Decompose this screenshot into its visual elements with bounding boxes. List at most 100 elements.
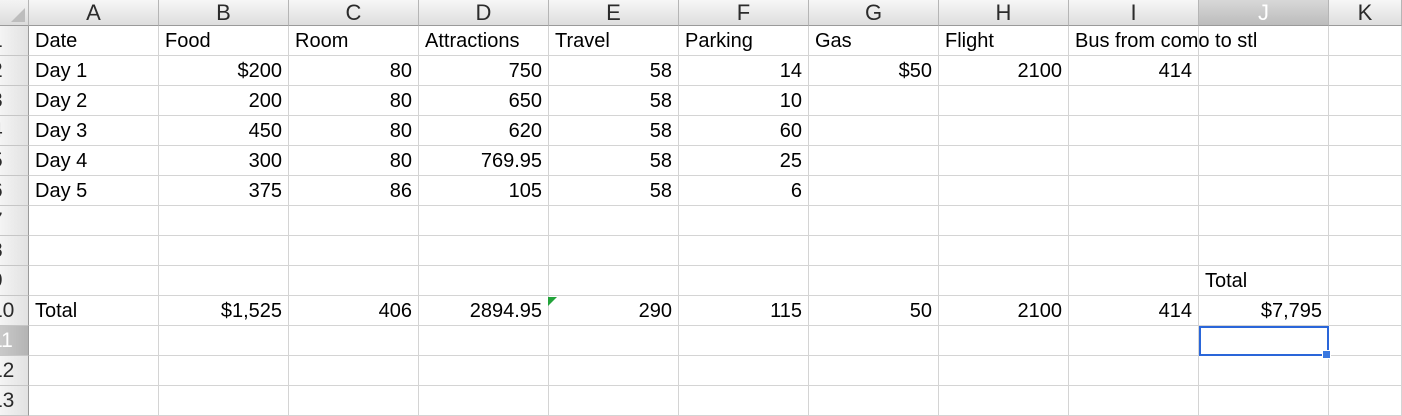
column-header-f[interactable]: F <box>679 0 809 26</box>
cell-c6[interactable]: 86 <box>289 176 419 206</box>
cell-a12[interactable] <box>29 356 159 386</box>
cell-i9[interactable] <box>1069 266 1199 296</box>
cell-c2[interactable]: 80 <box>289 56 419 86</box>
cell-f13[interactable] <box>679 386 809 416</box>
cell-d6[interactable]: 105 <box>419 176 549 206</box>
cell-e4[interactable]: 58 <box>549 116 679 146</box>
cell-g13[interactable] <box>809 386 939 416</box>
cell-h10[interactable]: 2100 <box>939 296 1069 326</box>
cell-c8[interactable] <box>289 236 419 266</box>
cell-e13[interactable] <box>549 386 679 416</box>
cell-j9[interactable]: Total <box>1199 266 1329 296</box>
cell-g10[interactable]: 50 <box>809 296 939 326</box>
cell-h12[interactable] <box>939 356 1069 386</box>
cell-k9[interactable] <box>1329 266 1402 296</box>
cell-h2[interactable]: 2100 <box>939 56 1069 86</box>
cell-h7[interactable] <box>939 206 1069 236</box>
cell-d7[interactable] <box>419 206 549 236</box>
cell-k3[interactable] <box>1329 86 1402 116</box>
column-header-c[interactable]: C <box>289 0 419 26</box>
row-header-10[interactable]: 10 <box>0 296 29 326</box>
cell-c10[interactable]: 406 <box>289 296 419 326</box>
cell-j5[interactable] <box>1199 146 1329 176</box>
cell-e12[interactable] <box>549 356 679 386</box>
cell-j12[interactable] <box>1199 356 1329 386</box>
row-header-8[interactable]: 8 <box>0 236 29 266</box>
cell-j7[interactable] <box>1199 206 1329 236</box>
cell-f11[interactable] <box>679 326 809 356</box>
cell-e2[interactable]: 58 <box>549 56 679 86</box>
cell-e5[interactable]: 58 <box>549 146 679 176</box>
cell-g12[interactable] <box>809 356 939 386</box>
cell-d12[interactable] <box>419 356 549 386</box>
cell-i10[interactable]: 414 <box>1069 296 1199 326</box>
cell-f10[interactable]: 115 <box>679 296 809 326</box>
cell-k13[interactable] <box>1329 386 1402 416</box>
cell-f12[interactable] <box>679 356 809 386</box>
cell-i5[interactable] <box>1069 146 1199 176</box>
cell-i11[interactable] <box>1069 326 1199 356</box>
cell-j13[interactable] <box>1199 386 1329 416</box>
column-header-g[interactable]: G <box>809 0 939 26</box>
cell-c9[interactable] <box>289 266 419 296</box>
cell-e7[interactable] <box>549 206 679 236</box>
cell-i6[interactable] <box>1069 176 1199 206</box>
cell-f6[interactable]: 6 <box>679 176 809 206</box>
cell-d3[interactable]: 650 <box>419 86 549 116</box>
cell-i7[interactable] <box>1069 206 1199 236</box>
cell-d4[interactable]: 620 <box>419 116 549 146</box>
column-header-d[interactable]: D <box>419 0 549 26</box>
column-header-e[interactable]: E <box>549 0 679 26</box>
cell-c7[interactable] <box>289 206 419 236</box>
cell-e9[interactable] <box>549 266 679 296</box>
cell-d13[interactable] <box>419 386 549 416</box>
cell-c12[interactable] <box>289 356 419 386</box>
cell-d11[interactable] <box>419 326 549 356</box>
cell-h13[interactable] <box>939 386 1069 416</box>
cell-b13[interactable] <box>159 386 289 416</box>
cell-b7[interactable] <box>159 206 289 236</box>
column-header-h[interactable]: H <box>939 0 1069 26</box>
cell-k8[interactable] <box>1329 236 1402 266</box>
cell-c11[interactable] <box>289 326 419 356</box>
cell-j1[interactable] <box>1199 26 1329 56</box>
cell-k5[interactable] <box>1329 146 1402 176</box>
row-header-6[interactable]: 6 <box>0 176 29 206</box>
cell-b8[interactable] <box>159 236 289 266</box>
cell-k10[interactable] <box>1329 296 1402 326</box>
cell-c4[interactable]: 80 <box>289 116 419 146</box>
cell-a4[interactable]: Day 3 <box>29 116 159 146</box>
cell-a3[interactable]: Day 2 <box>29 86 159 116</box>
cell-b10[interactable]: $1,525 <box>159 296 289 326</box>
cell-g3[interactable] <box>809 86 939 116</box>
cell-d10[interactable]: 2894.95 <box>419 296 549 326</box>
cell-f7[interactable] <box>679 206 809 236</box>
cell-i13[interactable] <box>1069 386 1199 416</box>
cell-g9[interactable] <box>809 266 939 296</box>
column-header-i[interactable]: I <box>1069 0 1199 26</box>
cell-j10[interactable]: $7,795 <box>1199 296 1329 326</box>
cell-g8[interactable] <box>809 236 939 266</box>
cell-i1[interactable]: Bus from como to stl <box>1069 26 1257 56</box>
row-header-5[interactable]: 5 <box>0 146 29 176</box>
row-header-2[interactable]: 2 <box>0 56 29 86</box>
cell-h11[interactable] <box>939 326 1069 356</box>
cell-c3[interactable]: 80 <box>289 86 419 116</box>
cell-h3[interactable] <box>939 86 1069 116</box>
cell-d9[interactable] <box>419 266 549 296</box>
cell-k11[interactable] <box>1329 326 1402 356</box>
fill-handle-icon[interactable] <box>1322 350 1331 359</box>
cell-d2[interactable]: 750 <box>419 56 549 86</box>
cell-j8[interactable] <box>1199 236 1329 266</box>
cell-j3[interactable] <box>1199 86 1329 116</box>
cell-e8[interactable] <box>549 236 679 266</box>
cell-h9[interactable] <box>939 266 1069 296</box>
column-header-a[interactable]: A <box>29 0 159 26</box>
cell-e10[interactable]: 290 <box>549 296 679 326</box>
cell-a5[interactable]: Day 4 <box>29 146 159 176</box>
cell-a10[interactable]: Total <box>29 296 159 326</box>
cell-h4[interactable] <box>939 116 1069 146</box>
select-all-corner[interactable] <box>0 0 29 26</box>
cell-g2[interactable]: $50 <box>809 56 939 86</box>
cell-c5[interactable]: 80 <box>289 146 419 176</box>
